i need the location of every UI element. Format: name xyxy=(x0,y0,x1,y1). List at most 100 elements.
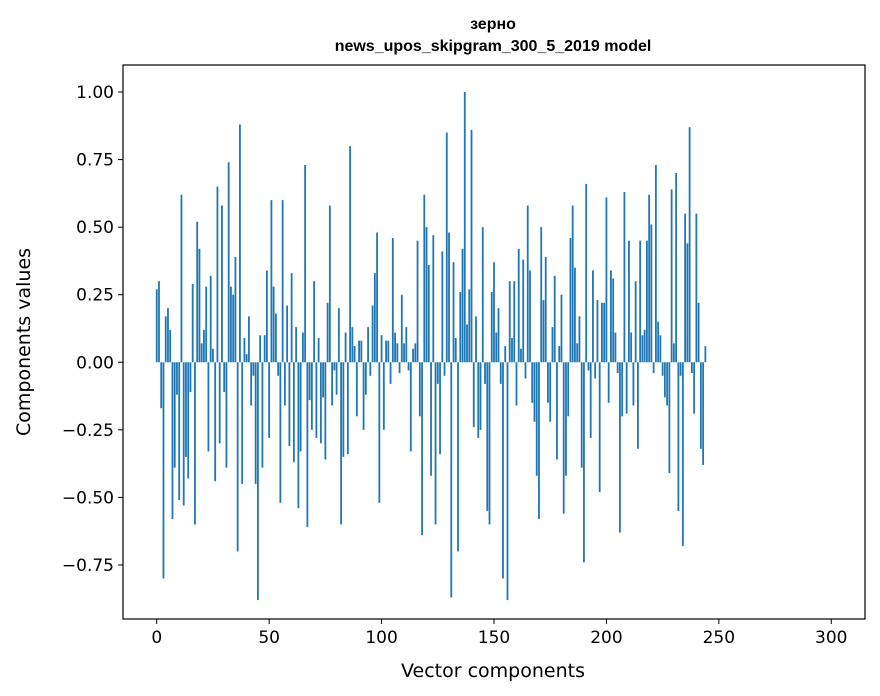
bar xyxy=(414,343,417,363)
bar xyxy=(675,173,678,363)
bar xyxy=(403,343,405,363)
bar xyxy=(185,362,187,457)
bar xyxy=(387,340,390,363)
bar xyxy=(443,362,446,376)
bar xyxy=(463,92,466,363)
bar xyxy=(432,235,435,363)
bar xyxy=(517,248,520,363)
bar xyxy=(697,302,700,363)
bar xyxy=(619,362,621,533)
bar xyxy=(666,362,669,406)
chart-title: зерно xyxy=(470,16,516,33)
bar xyxy=(454,337,457,363)
bar xyxy=(481,227,484,363)
chart-subtitle: news_upos_skipgram_300_5_2019 model xyxy=(335,38,652,55)
bar xyxy=(567,362,570,417)
bar xyxy=(313,281,316,363)
bar xyxy=(328,205,331,363)
y-tick-label: −0.75 xyxy=(62,556,114,576)
bar xyxy=(162,362,165,579)
bar xyxy=(304,164,307,363)
bar xyxy=(508,281,511,363)
bar xyxy=(542,300,545,363)
bar xyxy=(178,362,181,501)
bar xyxy=(607,362,610,403)
bar xyxy=(207,362,210,452)
bar xyxy=(173,362,176,468)
bar xyxy=(232,294,235,363)
y-axis-label: Components values xyxy=(13,248,35,436)
bar xyxy=(551,327,554,363)
bar xyxy=(317,337,320,363)
bar xyxy=(533,362,536,422)
bar xyxy=(164,316,167,363)
bar xyxy=(200,343,203,363)
x-tick-label: 50 xyxy=(258,628,280,648)
bar xyxy=(239,124,241,363)
bar xyxy=(695,213,698,363)
y-tick-label: 0.25 xyxy=(76,286,114,306)
bar xyxy=(580,362,583,468)
x-tick-label: 0 xyxy=(151,628,162,648)
bar xyxy=(540,227,543,363)
bar xyxy=(261,362,264,468)
bar xyxy=(367,327,369,363)
bar xyxy=(277,362,280,376)
bar xyxy=(639,240,642,363)
bar xyxy=(436,362,439,384)
bar xyxy=(225,362,228,468)
bar xyxy=(407,362,410,371)
bar xyxy=(198,248,201,363)
bar xyxy=(515,362,518,406)
bar xyxy=(679,362,682,376)
bar xyxy=(297,362,300,509)
bar xyxy=(457,362,459,552)
bar xyxy=(423,194,426,363)
bar xyxy=(216,186,219,363)
y-tick-label: −0.25 xyxy=(62,421,114,441)
bar xyxy=(468,289,471,363)
bar xyxy=(425,227,428,363)
bar xyxy=(394,332,396,363)
bar xyxy=(488,362,491,525)
bar xyxy=(376,232,378,363)
bar xyxy=(333,362,336,371)
bar xyxy=(187,362,190,479)
bar xyxy=(257,362,259,601)
bar xyxy=(270,200,273,363)
bar xyxy=(241,362,244,484)
y-tick-label: 0.50 xyxy=(76,218,114,238)
bar xyxy=(396,343,399,363)
bar xyxy=(587,362,590,371)
bar xyxy=(275,313,277,363)
bar xyxy=(266,270,268,363)
bar xyxy=(398,362,401,374)
y-tick-label: 0.00 xyxy=(76,353,114,373)
bar xyxy=(205,286,208,363)
bar xyxy=(268,362,271,438)
bar xyxy=(672,343,675,363)
x-tick-label: 300 xyxy=(815,628,847,648)
bar xyxy=(227,162,230,363)
bar xyxy=(340,362,342,525)
bar xyxy=(158,281,160,363)
x-tick-label: 200 xyxy=(590,628,622,648)
bar xyxy=(230,286,232,363)
bar xyxy=(319,362,322,444)
y-axis: −0.75 −0.50 −0.25 0.00 0.25 0.50 0.75 1.00 xyxy=(62,83,123,576)
bar xyxy=(299,362,302,452)
bar xyxy=(594,362,597,379)
bar xyxy=(421,362,423,536)
bar xyxy=(221,205,223,363)
bar xyxy=(490,292,493,363)
bar xyxy=(589,362,592,438)
bar xyxy=(155,289,158,363)
bar xyxy=(605,197,608,363)
bar xyxy=(400,294,403,363)
bar xyxy=(295,327,298,363)
bar xyxy=(562,362,565,514)
bar xyxy=(342,362,345,457)
bar xyxy=(214,362,217,482)
bar xyxy=(373,273,376,363)
